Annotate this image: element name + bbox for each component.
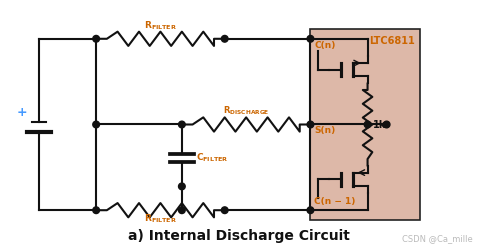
- Circle shape: [364, 121, 371, 128]
- Circle shape: [178, 183, 185, 190]
- Bar: [310, 29, 420, 220]
- Circle shape: [93, 207, 99, 214]
- Circle shape: [93, 35, 99, 42]
- Text: C(n): C(n): [314, 41, 336, 50]
- Text: LTC6811: LTC6811: [369, 36, 415, 46]
- Circle shape: [307, 35, 314, 42]
- Text: $\mathbf{R_{FILTER}}$: $\mathbf{R_{FILTER}}$: [144, 19, 177, 32]
- Text: S(n): S(n): [314, 126, 336, 135]
- Circle shape: [93, 121, 99, 128]
- Circle shape: [178, 207, 185, 214]
- Circle shape: [383, 121, 390, 128]
- Text: $\mathbf{C_{FILTER}}$: $\mathbf{C_{FILTER}}$: [196, 152, 229, 164]
- Circle shape: [307, 207, 314, 214]
- Text: 1k: 1k: [373, 120, 387, 129]
- Circle shape: [307, 121, 314, 128]
- Text: C(n − 1): C(n − 1): [314, 197, 356, 206]
- Text: +: +: [17, 106, 28, 119]
- Circle shape: [178, 121, 185, 128]
- Text: CSDN @Ca_mille: CSDN @Ca_mille: [402, 235, 472, 244]
- Text: a) Internal Discharge Circuit: a) Internal Discharge Circuit: [128, 229, 350, 244]
- Circle shape: [221, 35, 228, 42]
- Text: $\mathbf{R_{FILTER}}$: $\mathbf{R_{FILTER}}$: [144, 213, 177, 225]
- Text: $\mathbf{R_{DISCHARGE}}$: $\mathbf{R_{DISCHARGE}}$: [223, 105, 270, 117]
- Circle shape: [221, 207, 228, 214]
